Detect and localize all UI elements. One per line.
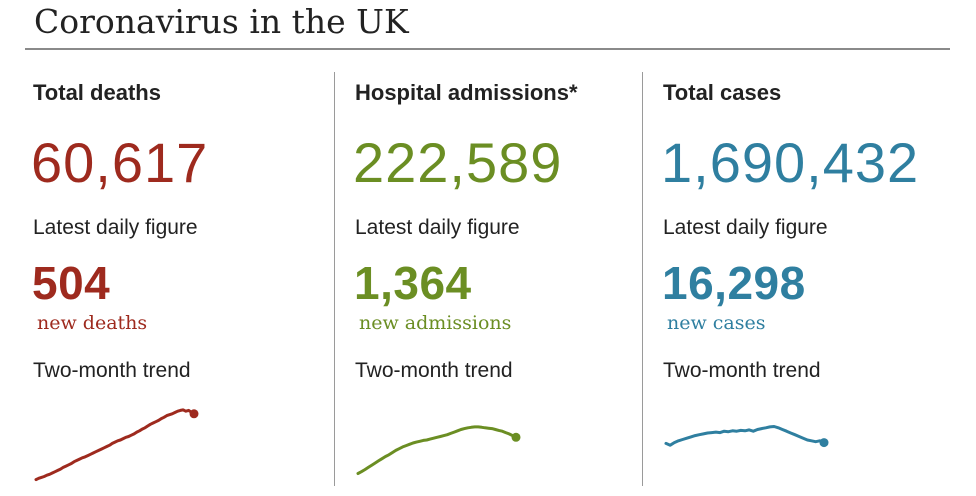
column-divider-2 bbox=[642, 72, 643, 486]
deaths-daily-value: 504 bbox=[32, 257, 111, 309]
deaths-trend-line bbox=[34, 408, 196, 482]
cases-title: Total cases bbox=[663, 80, 782, 105]
cases-sparkline bbox=[664, 425, 829, 448]
deaths-daily-label: Latest daily figure bbox=[33, 216, 198, 239]
deaths-panel: Total deaths 60,617 Latest daily figure … bbox=[31, 0, 323, 496]
cases-daily-value: 16,298 bbox=[662, 257, 806, 309]
page-title: Coronavirus in the UK bbox=[34, 2, 409, 41]
cases-panel: Total cases 1,690,432 Latest daily figur… bbox=[661, 0, 953, 496]
admissions-title: Hospital admissions* bbox=[355, 80, 578, 105]
deaths-daily-unit: new deaths bbox=[37, 312, 148, 334]
cases-daily-label: Latest daily figure bbox=[663, 216, 828, 239]
admissions-daily-unit: new admissions bbox=[359, 312, 512, 334]
cases-trend-line bbox=[664, 425, 826, 447]
cases-trend-label: Two-month trend bbox=[663, 359, 821, 382]
deaths-sparkline bbox=[34, 408, 199, 482]
cases-total: 1,690,432 bbox=[661, 131, 920, 194]
admissions-trend-line bbox=[356, 425, 518, 475]
admissions-sparkline bbox=[356, 425, 521, 475]
deaths-total: 60,617 bbox=[31, 131, 209, 194]
admissions-daily-value: 1,364 bbox=[354, 257, 472, 309]
column-divider-1 bbox=[334, 72, 335, 486]
admissions-total: 222,589 bbox=[353, 131, 563, 194]
admissions-trend-label: Two-month trend bbox=[355, 359, 513, 382]
deaths-title: Total deaths bbox=[33, 80, 161, 105]
cases-latest-point bbox=[819, 438, 829, 448]
cases-daily-unit: new cases bbox=[667, 312, 766, 334]
admissions-panel: Hospital admissions* 222,589 Latest dail… bbox=[353, 0, 635, 496]
deaths-trend-label: Two-month trend bbox=[33, 359, 191, 382]
admissions-latest-point bbox=[511, 432, 521, 442]
title-rule bbox=[25, 48, 950, 50]
deaths-latest-point bbox=[189, 409, 199, 419]
admissions-daily-label: Latest daily figure bbox=[355, 216, 520, 239]
